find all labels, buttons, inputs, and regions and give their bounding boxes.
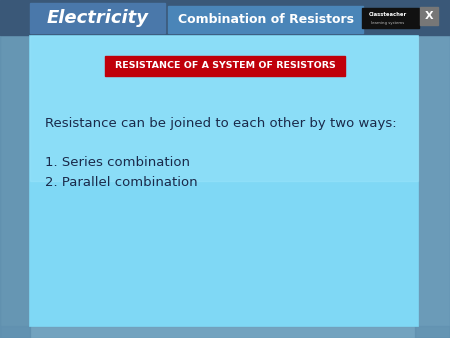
Bar (105, 56, 345, 76)
Text: X: X (425, 11, 433, 21)
Bar (0, 0, 450, 35)
Bar (415, 0, 450, 338)
Bar (30, 36, 418, 326)
Text: learning systems: learning systems (371, 21, 404, 25)
Text: 2. Parallel combination: 2. Parallel combination (45, 176, 198, 190)
Bar (0, 0, 30, 338)
Bar (362, 8, 419, 28)
Bar (30, 36, 418, 181)
Bar (420, 7, 438, 25)
Text: Resistance can be joined to each other by two ways:: Resistance can be joined to each other b… (45, 117, 396, 129)
Text: RESISTANCE OF A SYSTEM OF RESISTORS: RESISTANCE OF A SYSTEM OF RESISTORS (115, 62, 335, 71)
Bar (0, 326, 450, 338)
Text: Combination of Resistors: Combination of Resistors (177, 13, 354, 26)
Text: 1. Series combination: 1. Series combination (45, 156, 190, 169)
Text: Electricity: Electricity (46, 9, 148, 27)
Bar (30, 3, 165, 33)
Text: Classteacher: Classteacher (369, 13, 407, 18)
Bar (168, 6, 363, 33)
